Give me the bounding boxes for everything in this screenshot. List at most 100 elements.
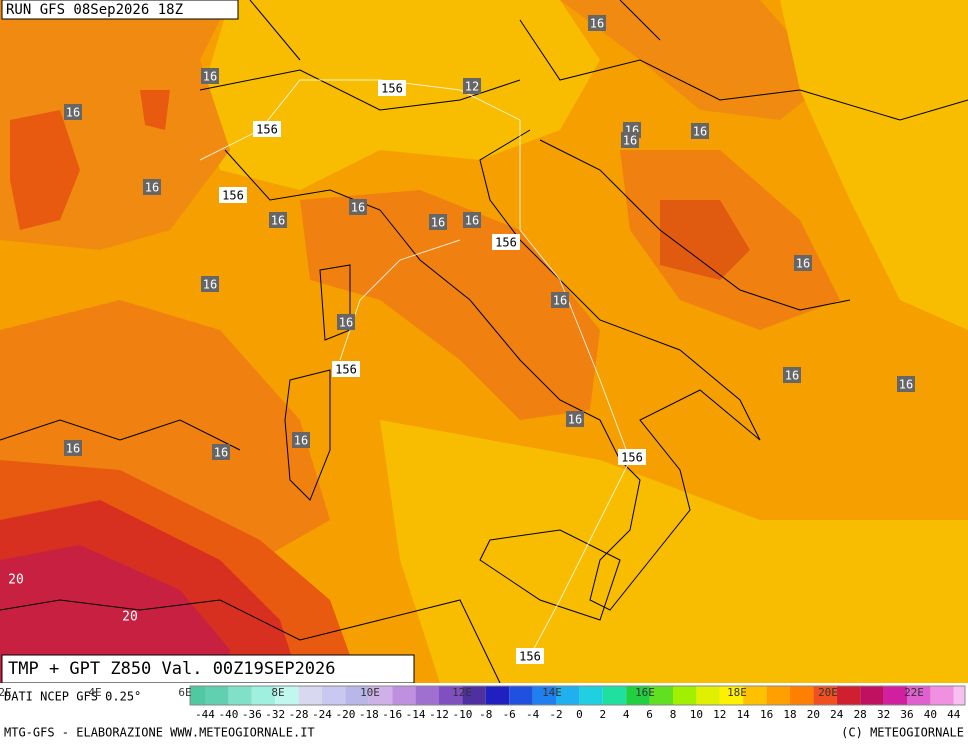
colorbar-cell [368,686,393,705]
colorbar-label: -4 [526,708,540,721]
longitude-label: 20E [818,686,838,699]
colorbar-cell [743,686,767,705]
colorbar-label: -2 [549,708,562,721]
colorbar-label: 18 [783,708,796,721]
height-label-box [219,187,247,203]
isotherm-label: 20 [122,610,138,625]
colorbar-cell [696,686,720,705]
isotherm-label: 16 [796,257,810,271]
colorbar-label: 40 [924,708,937,721]
colorbar-cell [190,686,205,705]
isotherm-label: 16 [899,378,913,392]
isotherm-label-box [64,104,82,120]
longitude-label: 10E [360,686,380,699]
credit-right: (C) METEOGIORNALE [841,726,964,740]
isotherm-label-box [588,15,606,31]
longitude-label: 6E [178,686,191,699]
colorbar-cell [462,686,486,705]
colorbar-label: 14 [737,708,751,721]
isotherm-label-box [566,411,584,427]
colorbar-label: 32 [877,708,890,721]
isotherm-label-box [794,255,812,271]
isotherm-label-box [897,376,915,392]
colorbar: -44 -40 -36 -32 -28 -24 -20 -18 -16 -14 -12 -10 -8 -6… [189,685,966,721]
chart-title: TMP + GPT Z850 Val. 00Z19SEP2026 [8,659,336,679]
colorbar-label: 0 [576,708,583,721]
isotherm-label: 16 [553,294,567,308]
map-labels: 16 16 12 16 16 16 16 16 16 16 16 16 16 16 16 16 16 16 16 16… [8,15,915,664]
isotherm-label: 16 [214,446,228,460]
run-label: RUN GFS 08Sep2026 18Z [6,2,183,18]
colorbar-cell [298,686,322,705]
longitude-label: 22E [904,686,924,699]
colorbar-label: -44 [195,708,215,721]
height-label-box [378,80,406,96]
colorbar-cell [485,686,510,705]
colorbar-cell [719,686,744,705]
height-label: 156 [222,189,244,203]
colorbar-cell [251,686,276,705]
isotherm-label: 16 [568,413,582,427]
isotherm-label: 16 [66,106,80,120]
colorbar-label: 2 [599,708,606,721]
height-label: 156 [256,123,278,137]
colorbar-cell [860,686,884,705]
longitude-label: 2E [0,686,12,699]
colorbar-label: -10 [452,708,472,721]
colorbar-cell [649,686,673,705]
isotherm-label-box [621,132,639,148]
colorbar-label: 6 [646,708,653,721]
colorbar-cell [322,686,346,705]
height-label-box [492,234,520,250]
longitude-label: 16E [635,686,655,699]
colorbar-cell [392,686,416,705]
source-label: DATI NCEP GFS 0.25° [4,690,141,704]
colorbar-cell [907,686,931,705]
isotherm-label: 16 [590,17,604,31]
isotherm-label: 16 [351,201,365,215]
isotherm-label: 16 [693,125,707,139]
temperature-fields [0,0,968,683]
colorbar-label: 24 [830,708,844,721]
run-box [1,0,239,20]
height-label: 156 [621,451,643,465]
colorbar-label: -12 [429,708,449,721]
height-label: 156 [335,363,357,377]
isotherm-label-box [292,432,310,448]
isotherm-label-box [691,123,709,139]
isotherm-label-box [201,68,219,84]
colorbar-cell [509,686,533,705]
colorbar-cell [602,686,627,705]
height-label-box [618,449,646,465]
colorbar-label: -20 [335,708,355,721]
isotherm-label-box [212,444,230,460]
colorbar-label: 20 [807,708,820,721]
colorbar-label: -24 [312,708,332,721]
longitude-label: 14E [542,686,562,699]
isotherm-label: 16 [271,214,285,228]
colorbar-cell [556,686,580,705]
colorbar-label: 36 [900,708,913,721]
isotherm-label: 12 [465,80,479,94]
colorbar-cell [579,686,603,705]
colorbar-label: 10 [690,708,703,721]
colorbar-cell [836,686,861,705]
isotherm-label: 16 [785,369,799,383]
isotherm-label: 16 [203,70,217,84]
colorbar-label: -40 [218,708,238,721]
colorbar-cell [532,686,556,705]
colorbar-label: -28 [289,708,309,721]
isotherm-label: 16 [203,278,217,292]
colorbar-label: -14 [406,708,426,721]
colorbar-cell [813,686,837,705]
isotherm-label-box [551,292,569,308]
colorbar-label: -6 [503,708,516,721]
colorbar-label: 12 [713,708,726,721]
colorbar-cell [439,686,463,705]
colorbar-label: 44 [947,708,961,721]
colorbar-cell [930,686,954,705]
isotherm-label-box [463,78,481,94]
isotherm-label: 16 [431,216,445,230]
